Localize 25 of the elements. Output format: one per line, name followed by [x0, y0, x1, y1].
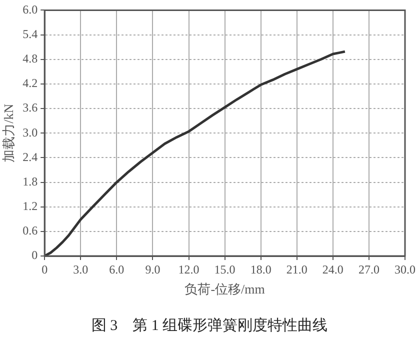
y-tick-label: 1.8	[22, 174, 38, 188]
x-tick-label: 6.0	[109, 262, 124, 276]
y-tick-label: 4.8	[22, 52, 38, 66]
y-tick-label: 3.6	[22, 100, 38, 115]
x-tick-label: 9.0	[145, 262, 160, 276]
y-tick-label: 6.0	[22, 2, 38, 16]
y-tick-label: 4.2	[22, 76, 38, 90]
x-axis-title: 负荷-位移/mm	[184, 282, 265, 297]
y-tick-label: 5.4	[22, 26, 38, 41]
y-tick-label: 0	[32, 248, 38, 262]
x-tick-label: 15.0	[214, 262, 236, 276]
x-tick-label: 0	[42, 262, 48, 276]
x-tick-label: 21.0	[286, 262, 308, 276]
x-tick-label: 3.0	[73, 262, 88, 276]
y-tick-label: 2.4	[22, 150, 38, 164]
x-tick-label: 18.0	[250, 262, 272, 276]
caption: 图 3 第 1 组碟形弹簧刚度特性曲线	[90, 316, 329, 335]
y-tick-label: 0.6	[22, 224, 38, 238]
y-tick-label: 3.0	[22, 125, 38, 140]
x-tick-label: 27.0	[358, 262, 380, 276]
x-tick-label: 12.0	[178, 262, 200, 276]
y-axis-title: 加载力/kN	[1, 103, 16, 162]
y-tick-label: 1.2	[22, 198, 38, 213]
x-tick-label: 30.0	[394, 262, 416, 276]
x-tick-label: 24.0	[322, 262, 344, 276]
